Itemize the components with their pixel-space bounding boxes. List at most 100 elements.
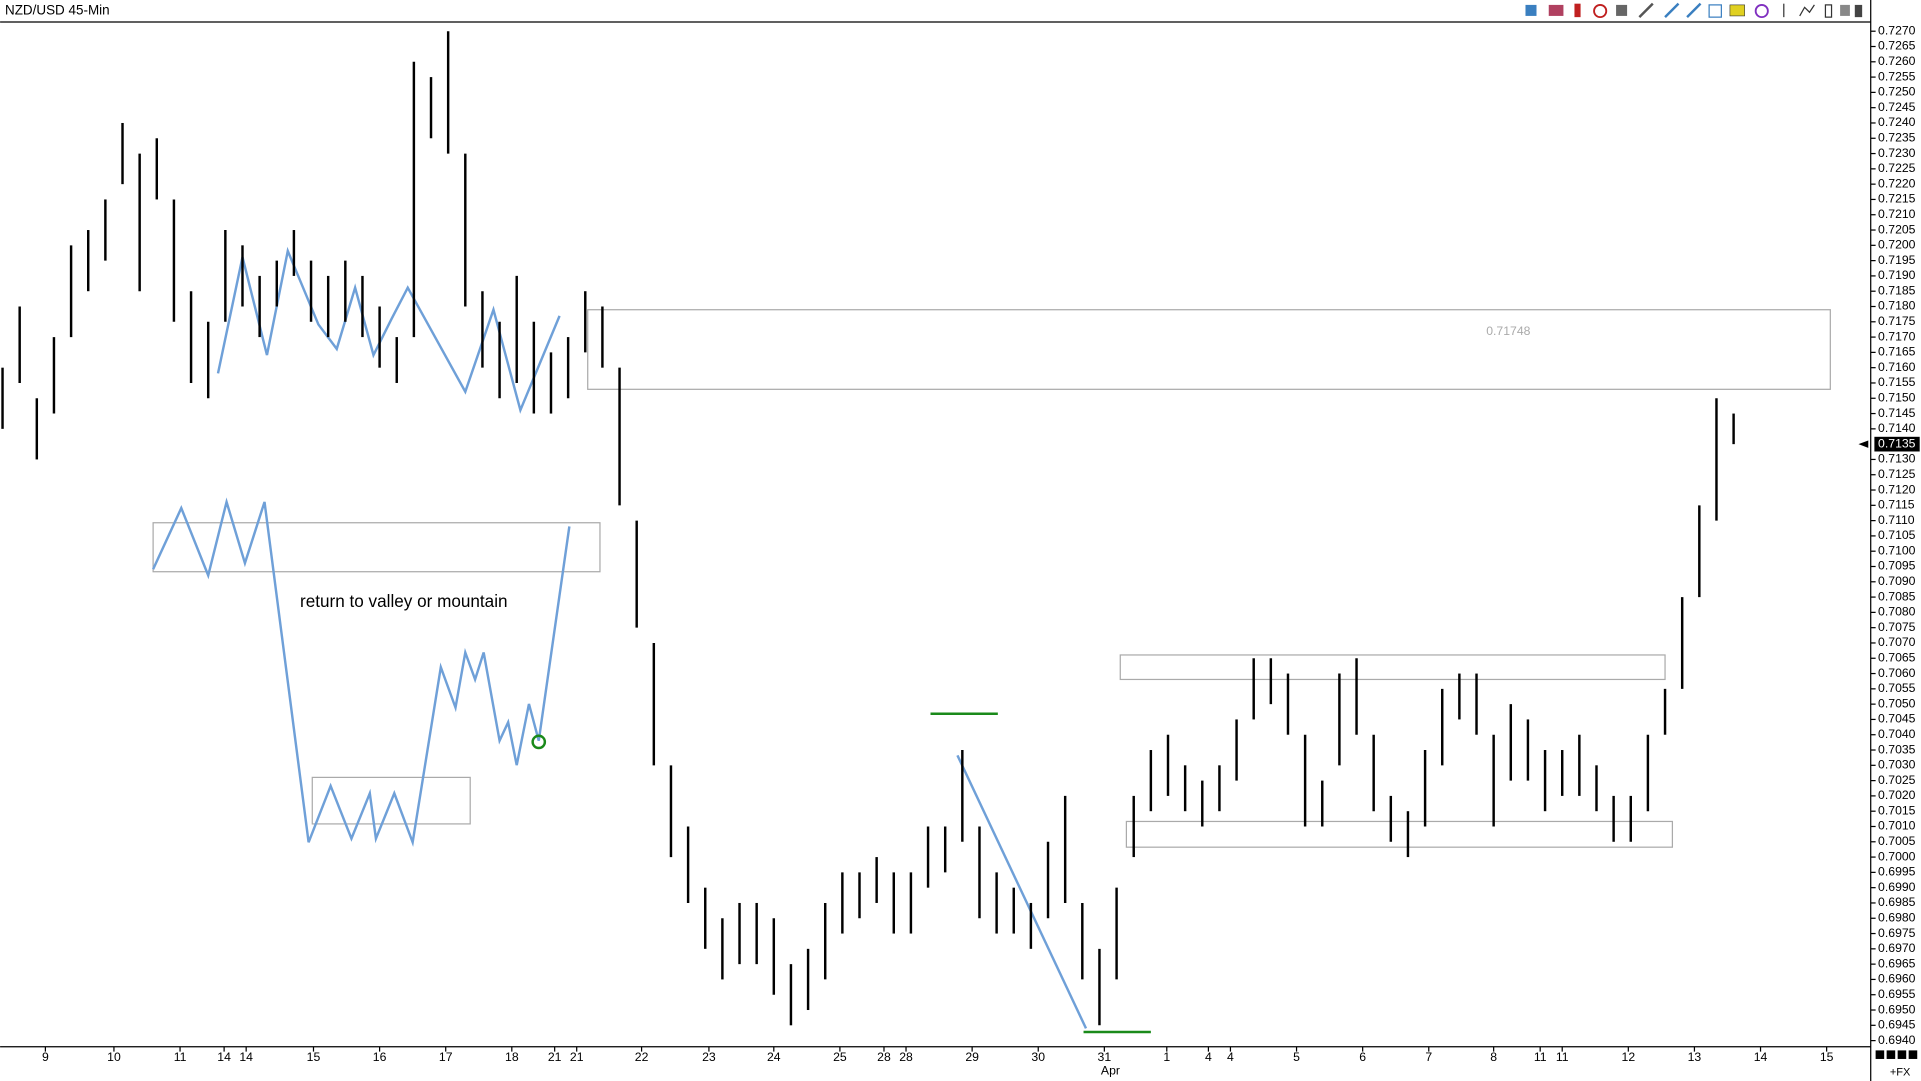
x-tick-label: 31 <box>1098 1050 1112 1064</box>
tool-icon[interactable] <box>1754 3 1769 19</box>
y-tick-label: 0.7175 <box>1878 314 1916 328</box>
tool-icon[interactable] <box>1799 4 1815 17</box>
last-price-arrow <box>1858 440 1869 448</box>
y-tick-label: 0.7205 <box>1878 222 1916 236</box>
annotation: return to valley or mountain <box>300 591 508 611</box>
x-tick-label: 13 <box>1688 1050 1702 1064</box>
y-tick-label: 0.6995 <box>1878 865 1916 879</box>
y-tick-label: 0.7270 <box>1878 23 1916 37</box>
x-tick-label: 15 <box>1820 1050 1834 1064</box>
y-tick-label: 0.7080 <box>1878 605 1916 619</box>
x-tick-label: 14 <box>1754 1050 1768 1064</box>
zone-box <box>311 776 471 825</box>
x-tick-label: 12 <box>1622 1050 1636 1064</box>
y-tick-label: 0.7120 <box>1878 482 1916 496</box>
tool-icon[interactable] <box>1525 4 1537 16</box>
y-tick-label: 0.7010 <box>1878 819 1916 833</box>
y-tick-label: 0.7165 <box>1878 345 1916 359</box>
annotation: 0.71748 <box>1486 324 1530 338</box>
tool-icon[interactable] <box>1664 2 1680 19</box>
x-tick-label: 1 <box>1163 1050 1170 1064</box>
x-tick-label: 28 <box>877 1050 891 1064</box>
y-tick-label: 0.7200 <box>1878 238 1916 252</box>
y-tick-label: 0.7040 <box>1878 727 1916 741</box>
drawings <box>152 246 1831 1034</box>
button[interactable] <box>1875 1050 1885 1059</box>
toolbar <box>1525 2 1863 19</box>
tool-icon[interactable] <box>1729 4 1745 17</box>
button[interactable] <box>1897 1050 1907 1059</box>
last-price-box <box>1874 436 1920 452</box>
x-tick-label: 5 <box>1293 1050 1300 1064</box>
y-tick-label: 0.7235 <box>1878 131 1916 145</box>
y-tick-label: 0.7210 <box>1878 207 1916 221</box>
tool-icon[interactable] <box>1616 4 1628 16</box>
tool-icon[interactable] <box>1638 2 1654 19</box>
y-tick-label: 0.7195 <box>1878 253 1916 267</box>
y-tick-label: 0.7000 <box>1878 849 1916 863</box>
button[interactable] <box>1886 1050 1896 1059</box>
x-tick-label: 17 <box>439 1050 453 1064</box>
x-tick-label: 29 <box>965 1050 979 1064</box>
y-tick-label: 0.7260 <box>1878 54 1916 68</box>
tool-icon[interactable] <box>1548 4 1564 16</box>
x-tick-label: 14 <box>239 1050 253 1064</box>
y-tick-label: 0.6940 <box>1878 1033 1916 1047</box>
y-tick-label: 0.7225 <box>1878 161 1916 175</box>
y-tick-label: 0.7250 <box>1878 85 1916 99</box>
y-tick-label: 0.7075 <box>1878 620 1916 634</box>
x-tick-label: 23 <box>702 1050 716 1064</box>
tool-icon[interactable] <box>1840 4 1850 16</box>
x-tick-label: 9 <box>42 1050 49 1064</box>
tool-icon[interactable] <box>1593 3 1608 19</box>
zone-box <box>1119 654 1666 681</box>
x-tick-label: 16 <box>373 1050 387 1064</box>
y-tick-label: 0.7130 <box>1878 452 1916 466</box>
button[interactable] <box>1908 1050 1918 1059</box>
tool-icon[interactable] <box>1854 4 1863 18</box>
x-tick-label: 24 <box>767 1050 781 1064</box>
zone-box <box>152 522 601 573</box>
y-tick-label: 0.7025 <box>1878 773 1916 787</box>
last-price-label: 0.7135 <box>1878 436 1916 450</box>
x-tick-label: 10 <box>107 1050 121 1064</box>
y-tick-label: 0.7035 <box>1878 742 1916 756</box>
y-tick-label: 0.7005 <box>1878 834 1916 848</box>
x-tick-label: 18 <box>505 1050 519 1064</box>
y-tick-label: 0.7150 <box>1878 390 1916 404</box>
y-tick-label: 0.7020 <box>1878 788 1916 802</box>
y-tick-label: 0.7085 <box>1878 589 1916 603</box>
x-tick-label: 11 <box>174 1050 187 1064</box>
y-tick-label: 0.6985 <box>1878 895 1916 909</box>
tool-icon[interactable] <box>1574 3 1581 18</box>
y-tick-label: 0.7255 <box>1878 69 1916 83</box>
x-tick-label: 4 <box>1227 1050 1234 1064</box>
y-tick-label: 0.7155 <box>1878 375 1916 389</box>
tool-icon[interactable] <box>1824 4 1833 18</box>
x-tick-label: 8 <box>1490 1050 1497 1064</box>
y-tick-label: 0.7060 <box>1878 666 1916 680</box>
x-tick-label: 14 <box>217 1050 231 1064</box>
trend-line <box>956 754 1088 1029</box>
y-tick-label: 0.7265 <box>1878 39 1916 53</box>
y-tick-label: 0.6990 <box>1878 880 1916 894</box>
x-tick-label: 30 <box>1031 1050 1045 1064</box>
x-tick-label: 6 <box>1359 1050 1366 1064</box>
x-tick-label: 15 <box>307 1050 321 1064</box>
tool-icon[interactable] <box>1708 4 1722 18</box>
y-tick-label: 0.7190 <box>1878 268 1916 282</box>
x-tick-label: 21 <box>548 1050 562 1064</box>
y-tick-label: 0.7160 <box>1878 360 1916 374</box>
y-tick-label: 0.7125 <box>1878 467 1916 481</box>
y-tick-label: 0.6945 <box>1878 1018 1916 1032</box>
tool-icon[interactable] <box>1686 2 1702 19</box>
y-tick-label: 0.7170 <box>1878 329 1916 343</box>
chart-title: NZD/USD 45-Min <box>5 3 110 18</box>
y-tick-label: 0.6970 <box>1878 941 1916 955</box>
y-tick-label: 0.6980 <box>1878 910 1916 924</box>
y-tick-label: 0.6965 <box>1878 956 1916 970</box>
zigzag-drawing <box>152 497 571 848</box>
y-tick-label: 0.6955 <box>1878 987 1916 1001</box>
y-tick-label: 0.7065 <box>1878 650 1916 664</box>
